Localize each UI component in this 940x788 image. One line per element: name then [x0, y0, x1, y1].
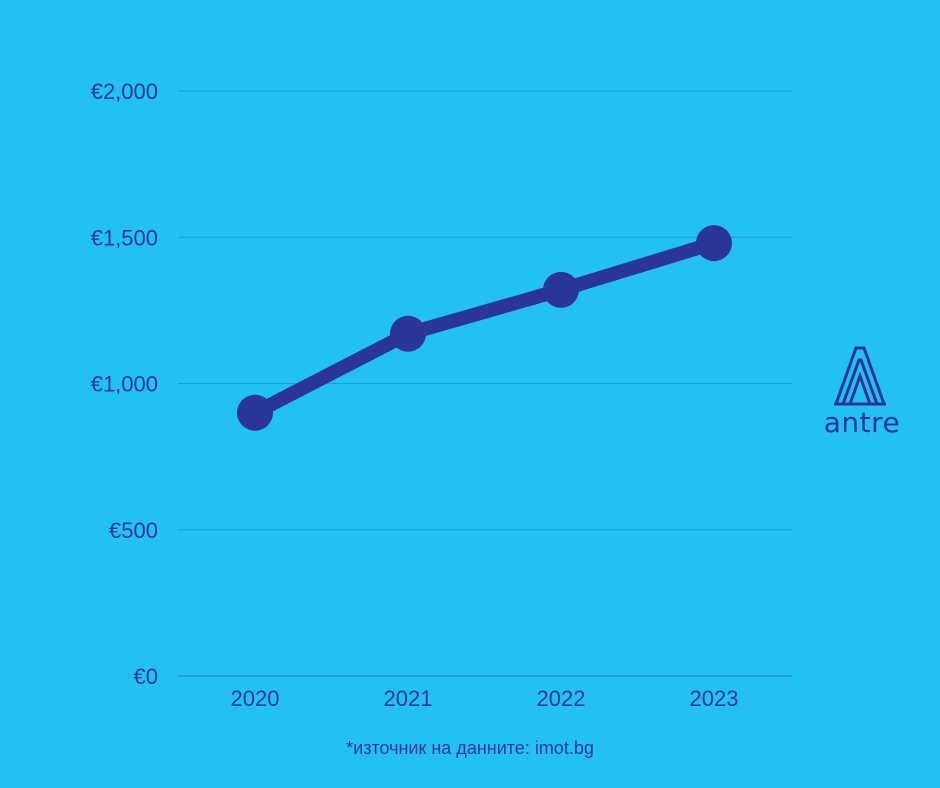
- x-tick-label: 2020: [231, 686, 280, 711]
- data-point: [390, 315, 426, 352]
- series-layer: [237, 225, 732, 431]
- logo-text: antre: [823, 406, 901, 439]
- x-tick-label: 2021: [384, 686, 433, 711]
- y-tick-label: €1,500: [91, 225, 158, 250]
- x-axis-ticks: 2020 2021 2022 2023: [231, 686, 739, 711]
- y-tick-label: €500: [109, 518, 158, 543]
- x-tick-label: 2022: [537, 686, 586, 711]
- y-tick-label: €0: [134, 664, 158, 689]
- data-point: [696, 225, 732, 262]
- gridlines: [178, 90, 792, 677]
- x-tick-label: 2023: [690, 686, 739, 711]
- antre-logo: antre: [812, 346, 912, 446]
- y-tick-label: €2,000: [91, 79, 158, 104]
- series-line: [248, 236, 721, 420]
- y-tick-label: €1,000: [91, 372, 158, 397]
- data-point: [237, 394, 273, 431]
- data-point: [543, 271, 579, 308]
- y-axis-ticks: €0 €500 €1,000 €1,500 €2,000: [91, 79, 158, 689]
- source-note: *източник на данните: imot.bg: [346, 738, 594, 758]
- antre-logo-icon: [834, 346, 886, 406]
